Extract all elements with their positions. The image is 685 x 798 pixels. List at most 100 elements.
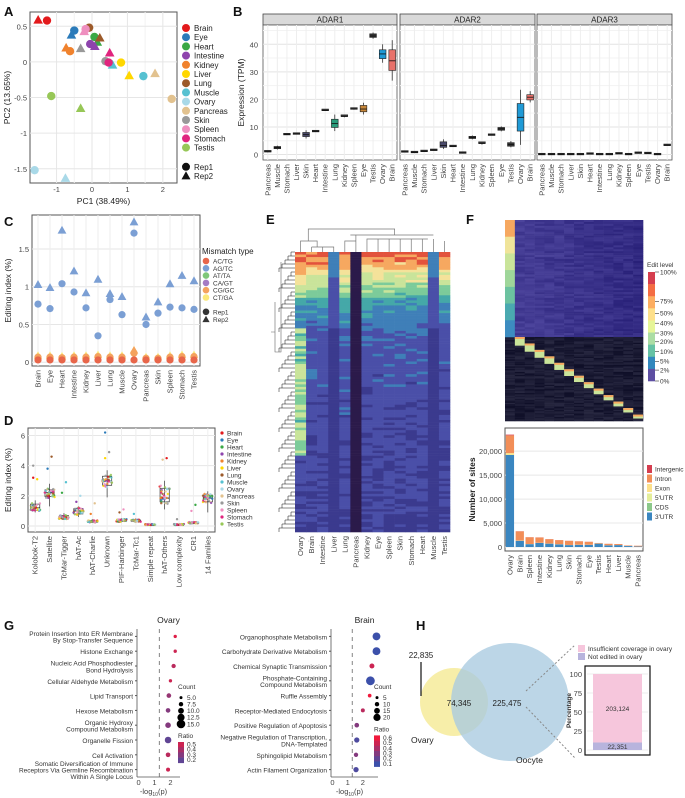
heatmap-cell	[306, 399, 318, 403]
heatmap-cell	[306, 274, 318, 278]
heatmap-cell	[574, 282, 585, 285]
heatmap-cell	[524, 296, 535, 299]
heatmap-cell	[505, 411, 516, 413]
heatmap-cell	[317, 486, 329, 490]
heatmap-cell	[306, 343, 318, 347]
heatmap-cell	[583, 363, 595, 366]
heatmap-cell	[623, 353, 634, 356]
heatmap-cell	[438, 369, 451, 372]
heatmap-cell	[583, 325, 595, 328]
count-legend-title: Count	[178, 684, 196, 691]
heatmap-cell	[383, 381, 395, 385]
heatmap-cell	[574, 301, 585, 305]
heatmap-cell	[416, 302, 429, 306]
heatmap-cell	[383, 427, 395, 431]
jitter-point	[101, 478, 105, 481]
heatmap-cell	[361, 509, 373, 512]
heatmap-cell	[416, 318, 429, 322]
heatmap-cell	[317, 450, 329, 454]
heatmap-cell	[534, 260, 545, 264]
heatmap-cell	[524, 339, 535, 342]
heatmap-block-diagonal	[623, 408, 634, 413]
point-actg	[82, 356, 90, 364]
heatmap-cell	[383, 529, 395, 533]
heatmap-cell	[603, 374, 614, 377]
heatmap-cell	[583, 359, 595, 362]
heatmap-cell	[534, 402, 545, 405]
heatmap-cell	[554, 290, 565, 293]
x-tick-label: Brain	[307, 536, 316, 554]
heatmap-cell	[306, 412, 318, 416]
heatmap-cell	[514, 405, 526, 408]
heatmap-cell	[383, 348, 395, 352]
heatmap-cell	[361, 402, 373, 406]
heatmap-cell	[306, 300, 318, 304]
jitter-point	[164, 501, 167, 505]
heatmap-cell	[613, 337, 624, 339]
heatmap-cell	[383, 504, 395, 507]
heatmap-cell	[295, 308, 307, 311]
heatmap-cell	[328, 422, 340, 426]
heatmap-cell	[328, 504, 340, 507]
heatmap-cell	[438, 481, 451, 484]
heatmap-cell	[361, 290, 373, 294]
heatmap-cell	[623, 294, 634, 297]
heatmap-cell	[427, 310, 440, 314]
facet-frame	[262, 24, 398, 161]
heatmap-cell	[505, 379, 516, 381]
inset-y-axis-title: Percentage	[566, 693, 573, 728]
heatmap-cell	[295, 519, 307, 523]
heatmap-cell	[564, 264, 575, 268]
heatmap-cell	[593, 394, 604, 397]
heatmap-cell	[339, 262, 351, 266]
heatmap-cell	[623, 278, 634, 281]
heatmap-cell	[524, 391, 535, 394]
inset-y-tick-label: 50	[574, 708, 582, 717]
heatmap-cell	[372, 259, 384, 263]
jitter-point	[102, 484, 105, 488]
heatmap-cell	[383, 287, 395, 291]
heatmap-cell	[361, 323, 373, 327]
heatmap-cell	[593, 416, 604, 419]
heatmap-cell	[544, 296, 555, 299]
heatmap-cell	[583, 397, 595, 399]
heatmap-cell	[295, 506, 307, 510]
heatmap-cell	[544, 282, 555, 285]
x-tick-label: Testis	[506, 164, 515, 183]
heatmap-cell	[534, 398, 545, 401]
point-actg	[34, 356, 42, 364]
heatmap-cell	[372, 305, 384, 309]
heatmap-cell	[383, 509, 395, 512]
jitter-point	[47, 494, 50, 498]
heatmap-cell	[583, 237, 595, 240]
heatmap-cell	[603, 307, 614, 310]
heatmap-cell	[633, 266, 644, 270]
heatmap-cell	[505, 390, 516, 392]
heatmap-cell	[583, 344, 595, 346]
heatmap-cell	[427, 445, 440, 449]
heatmap-cell	[350, 519, 362, 523]
heatmap-cell	[372, 420, 384, 423]
legend-swatch-skin	[182, 116, 190, 124]
jitter-point	[211, 497, 214, 500]
heatmap-cell	[554, 229, 565, 232]
heatmap-cell	[416, 442, 429, 446]
heatmap-cell	[438, 310, 451, 314]
heatmap-cell	[554, 353, 565, 356]
heatmap-cell	[593, 296, 604, 299]
heatmap-cell	[306, 336, 318, 339]
legend-swatch	[202, 286, 210, 294]
heatmap-cell	[438, 318, 451, 322]
heatmap-block-top	[623, 408, 634, 411]
jitter-point	[103, 484, 107, 488]
heatmap-cell	[524, 353, 535, 356]
legend-label: Testis	[227, 521, 244, 528]
heatmap-cell	[564, 317, 575, 320]
heatmap-cell	[514, 247, 526, 250]
heatmap-cell	[416, 488, 429, 492]
legend-label: 5'UTR	[655, 495, 674, 502]
heatmap-cell	[361, 412, 373, 416]
heatmap-cell	[564, 274, 575, 277]
heatmap-cell	[372, 379, 384, 383]
heatmap-cell	[383, 330, 395, 334]
